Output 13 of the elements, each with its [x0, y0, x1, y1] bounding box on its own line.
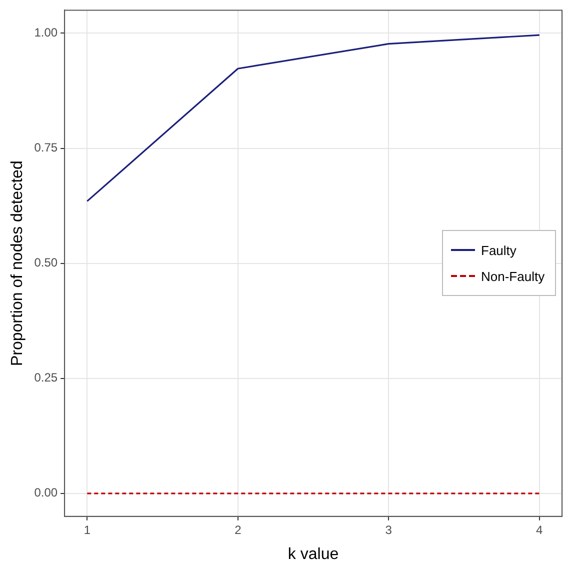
y-tick-label: 0.75 [34, 140, 58, 155]
legend-label: Non-Faulty [481, 268, 545, 284]
x-tick-label: 2 [234, 522, 242, 537]
x-tick-label: 1 [84, 522, 91, 537]
legend-label: Faulty [481, 242, 516, 258]
y-axis-title: Proportion of nodes detected [9, 160, 26, 366]
x-tick-label: 4 [536, 522, 544, 537]
y-tick-label: 0.50 [34, 256, 58, 270]
x-axis-title: k value [288, 546, 339, 563]
y-tick-label: 0.00 [34, 486, 58, 500]
x-tick-label: 3 [385, 522, 392, 537]
y-tick-label: 0.25 [34, 370, 58, 385]
y-tick-label: 1.00 [34, 26, 58, 40]
